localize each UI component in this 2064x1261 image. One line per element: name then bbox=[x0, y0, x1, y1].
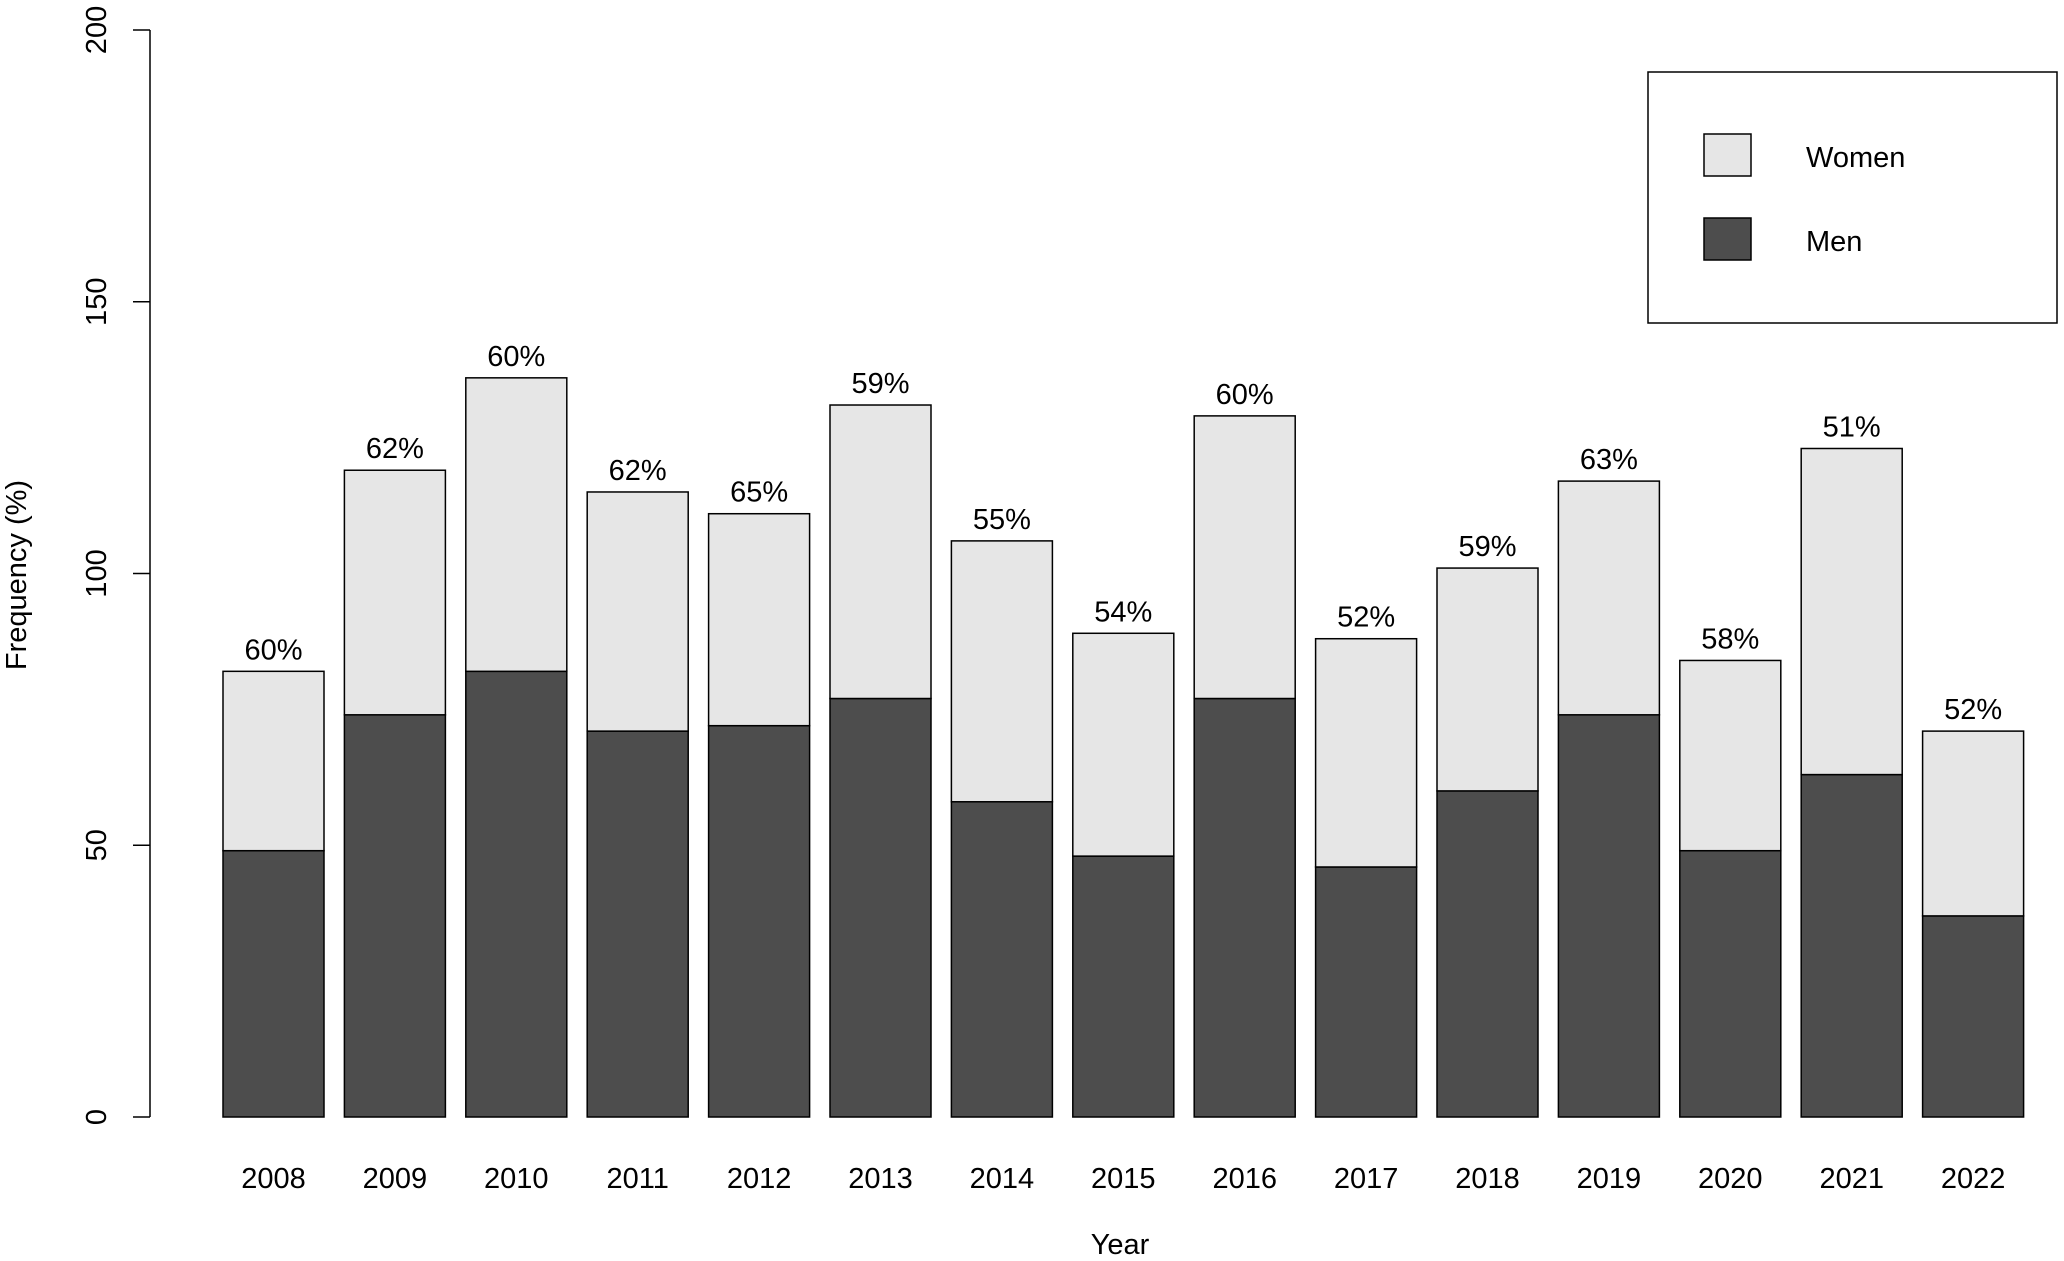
bar-label-2011: 62% bbox=[609, 455, 667, 487]
x-tick-label-2008: 2008 bbox=[241, 1163, 306, 1195]
bar-men-2022 bbox=[1921, 915, 2025, 1118]
bar-women-2017 bbox=[1314, 637, 1418, 868]
bar-women-2010 bbox=[465, 377, 568, 673]
x-tick-label-2012: 2012 bbox=[727, 1163, 792, 1195]
bar-men-2008 bbox=[222, 849, 325, 1118]
x-tick-label-2022: 2022 bbox=[1941, 1163, 2006, 1195]
bar-women-2016 bbox=[1193, 415, 1296, 700]
x-tick-label-2014: 2014 bbox=[970, 1163, 1035, 1195]
bar-men-2017 bbox=[1314, 866, 1418, 1118]
bar-men-2010 bbox=[465, 670, 568, 1118]
bar-women-2022 bbox=[1921, 730, 2025, 917]
bar-men-2021 bbox=[1800, 773, 1903, 1118]
bar-label-2014: 55% bbox=[973, 504, 1031, 536]
bar-women-2015 bbox=[1072, 632, 1175, 857]
bars: 60% 62% 60% 62% 65% 59% 55% 54% 60% 52% 59% 63% 58% 5… bbox=[222, 341, 2025, 1118]
bar-label-2015: 54% bbox=[1094, 596, 1152, 628]
x-tick-label-2016: 2016 bbox=[1212, 1163, 1277, 1195]
y-axis-title: Frequency (%) bbox=[1, 480, 33, 670]
x-tick-label-2010: 2010 bbox=[484, 1163, 549, 1195]
x-tick-label-2015: 2015 bbox=[1091, 1163, 1156, 1195]
bar-label-2019: 63% bbox=[1580, 444, 1638, 476]
x-tick-label-2011: 2011 bbox=[607, 1163, 669, 1195]
x-tick-label-2017: 2017 bbox=[1334, 1163, 1399, 1195]
legend: Women Men bbox=[1647, 71, 2058, 324]
bar-label-2016: 60% bbox=[1216, 379, 1274, 411]
bar-men-2011 bbox=[586, 730, 689, 1118]
bar-label-2010: 60% bbox=[487, 341, 545, 373]
x-tick-label-2009: 2009 bbox=[363, 1163, 428, 1195]
bar-women-2011 bbox=[586, 491, 689, 732]
bar-men-2018 bbox=[1436, 790, 1539, 1118]
x-tick-label-2019: 2019 bbox=[1577, 1163, 1642, 1195]
y-tick-label-100: 100 bbox=[81, 549, 113, 597]
bar-women-2012 bbox=[707, 512, 811, 727]
bar-label-2020: 58% bbox=[1701, 623, 1759, 655]
y-tick-label-200: 200 bbox=[81, 6, 113, 54]
legend-swatch-men bbox=[1703, 217, 1752, 261]
bar-men-2013 bbox=[829, 697, 932, 1118]
bar-women-2009 bbox=[343, 469, 447, 716]
bar-men-2020 bbox=[1679, 849, 1782, 1118]
bar-label-2017: 52% bbox=[1337, 602, 1395, 634]
bar-women-2021 bbox=[1800, 447, 1903, 776]
bar-label-2012: 65% bbox=[730, 477, 788, 509]
bar-label-2018: 59% bbox=[1458, 531, 1516, 563]
bar-men-2012 bbox=[707, 724, 811, 1118]
bar-women-2008 bbox=[222, 670, 325, 852]
legend-label-men: Men bbox=[1806, 226, 1862, 258]
x-tick-labels: 2008 2009 2010 2011 2012 2013 2014 2015 2016 2017… bbox=[241, 1163, 2005, 1195]
bar-men-2019 bbox=[1557, 714, 1661, 1118]
bar-label-2013: 59% bbox=[851, 368, 909, 400]
y-tick-label-50: 50 bbox=[81, 829, 113, 861]
bar-women-2019 bbox=[1557, 480, 1661, 716]
bar-label-2008: 60% bbox=[244, 634, 302, 666]
legend-swatch-women bbox=[1703, 133, 1752, 177]
bar-women-2018 bbox=[1436, 567, 1539, 792]
bar-label-2021: 51% bbox=[1823, 411, 1881, 443]
bar-women-2013 bbox=[829, 404, 932, 700]
y-axis: 0 50 100 150 200 bbox=[81, 6, 151, 1125]
bar-women-2014 bbox=[950, 540, 1054, 803]
legend-box bbox=[1647, 71, 2058, 324]
bar-men-2016 bbox=[1193, 697, 1296, 1118]
x-tick-label-2018: 2018 bbox=[1455, 1163, 1520, 1195]
bar-men-2009 bbox=[343, 714, 447, 1118]
y-tick-label-0: 0 bbox=[81, 1109, 113, 1125]
bar-women-2020 bbox=[1679, 659, 1782, 852]
x-tick-label-2013: 2013 bbox=[848, 1163, 913, 1195]
x-tick-label-2021: 2021 bbox=[1819, 1163, 1884, 1195]
bar-label-2022: 52% bbox=[1944, 694, 2002, 726]
x-tick-label-2020: 2020 bbox=[1698, 1163, 1763, 1195]
bar-men-2015 bbox=[1072, 855, 1175, 1118]
y-tick-label-150: 150 bbox=[81, 278, 113, 326]
legend-label-women: Women bbox=[1806, 142, 1905, 174]
bar-label-2009: 62% bbox=[366, 433, 424, 465]
bar-men-2014 bbox=[950, 801, 1054, 1118]
x-axis-title: Year bbox=[1091, 1229, 1150, 1261]
